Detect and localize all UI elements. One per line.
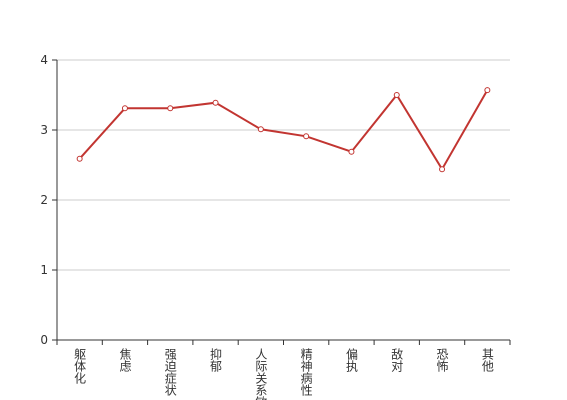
point: [303, 133, 310, 140]
x-tick-label: 精神病性: [299, 348, 313, 397]
x-tick-label: 偏执: [344, 347, 358, 373]
point: [257, 126, 264, 133]
point: [167, 105, 174, 112]
y-tick-label: 4: [40, 53, 48, 67]
x-tick-label: 其他: [480, 348, 494, 372]
point: [484, 87, 491, 94]
point: [439, 166, 446, 173]
x-tick-label: 强迫症状: [163, 348, 177, 396]
point: [76, 155, 83, 162]
x-tick-label: 抑郁: [209, 347, 223, 373]
point: [121, 105, 128, 112]
line: [78, 89, 489, 172]
point: [393, 92, 400, 98]
x-tick-label: 敌对: [390, 347, 404, 372]
y-tick-label: 3: [40, 123, 48, 137]
x-tick-label: 焦虑: [118, 348, 132, 372]
point: [348, 148, 355, 155]
y-tick-label: 2: [40, 193, 48, 207]
x-tick-label: 躯体化: [73, 347, 87, 385]
x-tick-label: 人际关系敏感: [254, 348, 268, 400]
x-tick-label: 恐怖: [435, 348, 449, 372]
point: [212, 99, 219, 106]
y-tick-label: 1: [40, 263, 48, 277]
y-tick-label: 0: [40, 333, 48, 347]
